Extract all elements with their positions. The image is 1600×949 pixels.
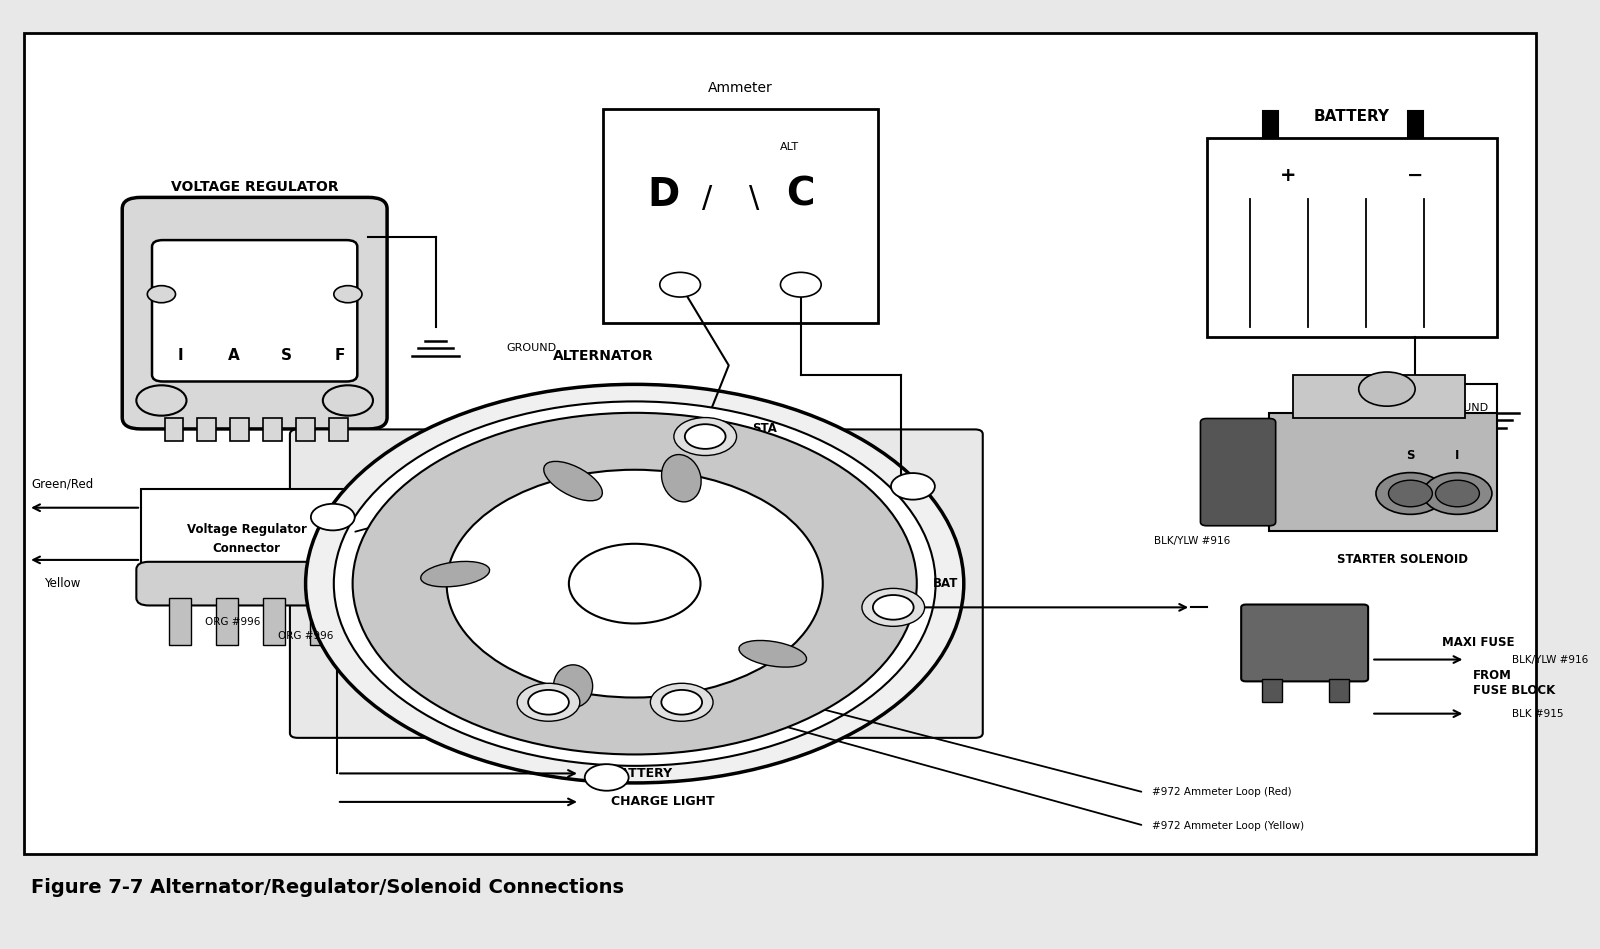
Circle shape [862,588,925,626]
Text: I: I [178,348,182,363]
Bar [165,418,184,441]
Text: MAXI FUSE: MAXI FUSE [1442,637,1514,649]
Text: Figure 7-7 Alternator/Regulator/Solenoid Connections: Figure 7-7 Alternator/Regulator/Solenoid… [32,878,624,897]
Bar [603,109,878,323]
FancyBboxPatch shape [290,429,982,738]
Text: S: S [1406,449,1414,462]
Circle shape [528,690,570,715]
Text: Connector: Connector [213,542,282,554]
Circle shape [650,683,714,721]
Text: Ammeter: Ammeter [709,82,773,95]
Text: FLD: FLD [728,696,754,709]
Text: Yellow: Yellow [45,577,82,590]
Text: BAT: BAT [933,577,958,590]
Bar [1261,679,1282,702]
Bar [264,598,285,645]
Circle shape [874,595,914,620]
Bar [1408,111,1424,138]
Text: ORG #996: ORG #996 [205,617,259,626]
Bar [264,418,282,441]
Bar [1293,375,1466,418]
Text: BLK #915: BLK #915 [1512,709,1563,718]
Text: ALT: ALT [781,142,800,152]
Circle shape [659,272,701,297]
Circle shape [323,385,373,416]
FancyBboxPatch shape [1242,605,1368,681]
Circle shape [446,470,822,698]
FancyBboxPatch shape [122,197,387,429]
Text: +: + [1280,166,1296,185]
Bar [1262,111,1278,138]
Circle shape [1422,473,1491,514]
Text: STA: STA [752,422,778,436]
Ellipse shape [554,665,592,708]
Text: −: − [1408,166,1424,185]
Bar [1330,679,1349,702]
Circle shape [1376,473,1445,514]
Circle shape [781,272,821,297]
Text: CHARGE LIGHT: CHARGE LIGHT [611,795,715,809]
Text: GROUND: GROUND [506,344,557,353]
Circle shape [661,690,702,715]
Text: GRD: GRD [512,696,541,709]
Circle shape [1435,480,1480,507]
Circle shape [310,504,355,530]
Text: /: / [702,184,712,214]
Text: VOLTAGE REGULATOR: VOLTAGE REGULATOR [171,180,339,194]
Circle shape [891,474,934,499]
Circle shape [334,286,362,303]
Text: A: A [227,348,240,363]
Text: WHT/BLK #997: WHT/BLK #997 [392,518,470,528]
Bar [141,489,352,579]
Ellipse shape [739,641,806,667]
Text: ALTERNATOR: ALTERNATOR [554,349,654,363]
Text: BLK/YLW #916: BLK/YLW #916 [1154,536,1230,546]
Ellipse shape [421,562,490,586]
Circle shape [136,385,187,416]
Circle shape [674,418,736,456]
Text: GROUND: GROUND [1438,403,1488,413]
Text: Voltage Regulator: Voltage Regulator [187,523,307,535]
Text: \: \ [749,184,760,214]
Circle shape [306,384,963,783]
Text: I: I [1456,449,1459,462]
Text: D: D [648,176,680,214]
Text: #972 Ammeter Loop (Red): #972 Ammeter Loop (Red) [1152,788,1291,797]
Circle shape [517,683,579,721]
Text: FROM
FUSE BLOCK: FROM FUSE BLOCK [1474,669,1555,698]
Text: C: C [787,176,814,214]
FancyBboxPatch shape [152,240,357,381]
Bar [310,598,333,645]
FancyBboxPatch shape [1200,419,1275,526]
Text: Green/Red: Green/Red [32,477,94,491]
Bar [296,418,315,441]
Circle shape [570,544,701,623]
Text: ORG #996: ORG #996 [278,631,333,641]
Text: BATTERY: BATTERY [1314,109,1390,124]
Circle shape [352,413,917,754]
Circle shape [685,424,725,449]
Bar [1206,138,1496,337]
Ellipse shape [661,455,701,502]
Ellipse shape [544,461,602,501]
Circle shape [1389,480,1432,507]
Bar [170,598,190,645]
Bar [230,418,250,441]
Text: #972 Ammeter Loop (Yellow): #972 Ammeter Loop (Yellow) [1152,821,1304,830]
Bar [216,598,238,645]
Bar [197,418,216,441]
Text: BLK/YLW #916: BLK/YLW #916 [1512,655,1589,664]
Text: F: F [334,348,346,363]
Text: S: S [282,348,293,363]
Circle shape [1358,372,1414,406]
Circle shape [334,401,936,766]
Circle shape [147,286,176,303]
Circle shape [584,764,629,791]
Bar [24,33,1536,854]
Bar [1269,413,1496,531]
Text: STARTER SOLENOID: STARTER SOLENOID [1338,553,1469,567]
Bar [330,418,347,441]
Text: BATTERY: BATTERY [611,767,674,780]
FancyBboxPatch shape [136,562,357,605]
